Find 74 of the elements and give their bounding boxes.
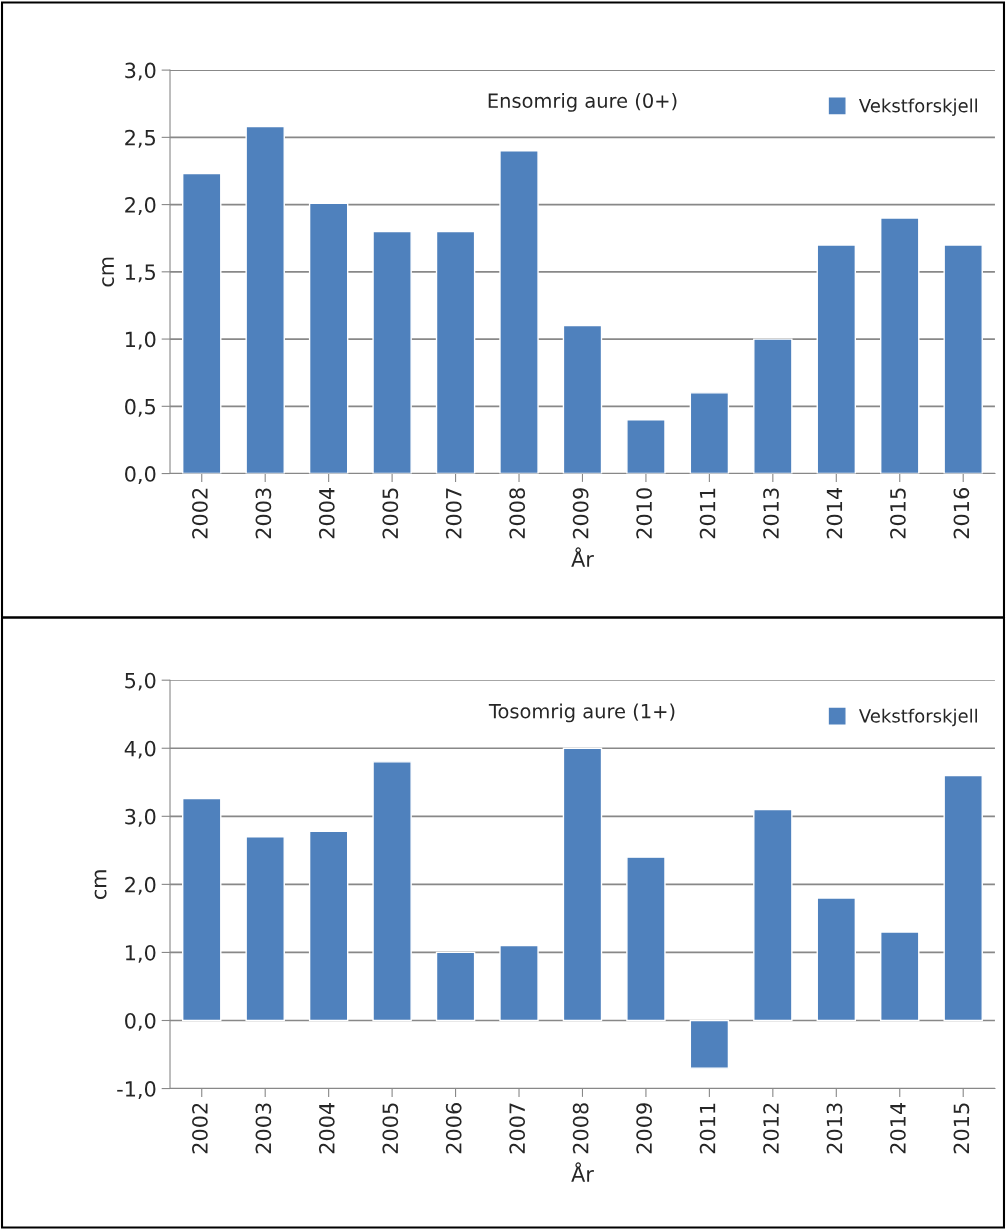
- bar: [499, 944, 539, 1022]
- x-tick-label: 2005: [382, 1103, 399, 1154]
- bar: [435, 230, 476, 474]
- x-tick-label: 2013: [826, 1103, 843, 1154]
- x-tick-label: 2007: [509, 1103, 526, 1154]
- bar: [372, 761, 412, 1022]
- y-tick-label: 3,0: [125, 808, 156, 827]
- bar: [816, 897, 857, 1022]
- x-tick-label: 2005: [382, 488, 399, 539]
- bar: [753, 338, 793, 474]
- bar: [562, 747, 603, 1022]
- y-tick-label: 1,0: [125, 944, 156, 963]
- x-axis-title: År: [571, 1162, 594, 1182]
- y-tick-label: 4,0: [124, 740, 156, 759]
- x-tick-label: 2002: [192, 488, 208, 539]
- bar: [308, 202, 349, 474]
- y-tick-label: 3,0: [125, 62, 156, 81]
- bar: [435, 951, 476, 1022]
- bar: [689, 392, 730, 474]
- bar: [753, 808, 793, 1022]
- text: Ensomrig aure (0+): [488, 92, 677, 112]
- text: Tosomrig aure (1+): [488, 703, 675, 723]
- bar: [308, 830, 349, 1022]
- x-axis-title: År: [571, 547, 594, 567]
- x-tick-label: 2015: [953, 1103, 970, 1154]
- x-tick-label: 2002: [192, 1103, 208, 1154]
- bar: [689, 1019, 730, 1069]
- x-tick-label: 2011: [699, 1103, 716, 1154]
- bar: [880, 217, 920, 474]
- x-tick-label: 2014: [826, 487, 843, 539]
- x-tick-label: 2009: [572, 488, 589, 539]
- x-tick-label: 2015: [890, 488, 906, 539]
- x-tick-label: 2003: [255, 1103, 272, 1154]
- x-tick-label: 2008: [509, 488, 526, 539]
- x-tick-label: 2009: [636, 1103, 652, 1154]
- bar: [562, 324, 603, 474]
- y-axis-title: cm: [102, 257, 115, 287]
- x-tick-label: 2010: [636, 488, 652, 539]
- legend-label: Vekstforskjell: [858, 708, 977, 727]
- y-tick-label: 2,5: [125, 129, 155, 148]
- y-tick-label: 0,0: [125, 1012, 156, 1031]
- y-tick-label: 0,5: [125, 398, 155, 417]
- bar: [245, 836, 285, 1022]
- bar: [816, 244, 857, 474]
- bar: [880, 931, 920, 1022]
- y-tick-label: -1,0: [117, 1081, 156, 1099]
- bar: [499, 150, 539, 474]
- x-tick-label: 2016: [953, 488, 970, 539]
- bar: [372, 230, 412, 474]
- bar: [626, 419, 666, 474]
- bar: [182, 797, 222, 1022]
- y-tick-label: 5,0: [125, 672, 156, 691]
- y-tick-label: 0,0: [125, 466, 156, 484]
- y-tick-label: 2,0: [125, 197, 156, 215]
- y-tick-label: 1,0: [125, 331, 156, 350]
- x-tick-label: 2013: [763, 488, 779, 539]
- x-tick-label: 2008: [572, 1103, 589, 1154]
- bar: [245, 125, 285, 474]
- y-tick-label: 2,0: [125, 876, 156, 895]
- x-tick-label: 2012: [763, 1103, 779, 1154]
- x-tick-label: 2004: [318, 1102, 335, 1154]
- y-tick-label: 1,5: [125, 264, 155, 283]
- bar: [943, 774, 983, 1022]
- x-tick-label: 2003: [255, 488, 272, 539]
- x-tick-label: 2004: [318, 487, 335, 539]
- bar: [182, 172, 222, 474]
- x-tick-label: 2014: [890, 1102, 906, 1154]
- bar: [943, 244, 983, 474]
- x-tick-label: 2007: [445, 488, 462, 539]
- y-axis-title: cm: [94, 870, 107, 900]
- legend-label: Vekstforskjell: [858, 98, 977, 116]
- bar: [626, 856, 666, 1022]
- x-tick-label: 2006: [445, 1103, 462, 1154]
- x-tick-label: 2011: [699, 488, 716, 539]
